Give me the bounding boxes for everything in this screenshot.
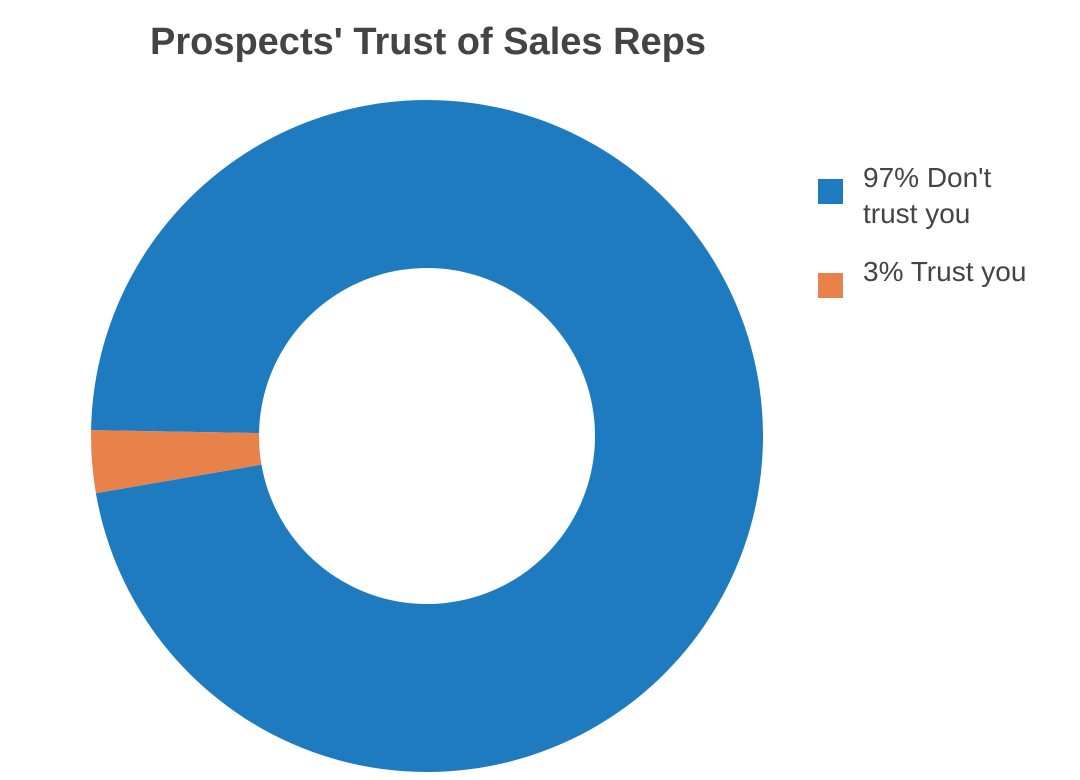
legend-label: 97% Don't trust you	[863, 162, 992, 229]
legend-item: 97% Don't trust you	[818, 160, 1068, 232]
legend-item: 3% Trust you	[818, 254, 1068, 298]
legend-label: 3% Trust you	[863, 256, 1027, 287]
donut-slice	[90, 430, 262, 494]
chart-title: Prospects' Trust of Sales Reps	[150, 21, 706, 63]
legend-swatch	[818, 273, 843, 298]
donut-slice	[91, 100, 764, 773]
legend-swatch	[818, 179, 843, 204]
legend: 97% Don't trust you 3% Trust you	[818, 160, 1068, 320]
